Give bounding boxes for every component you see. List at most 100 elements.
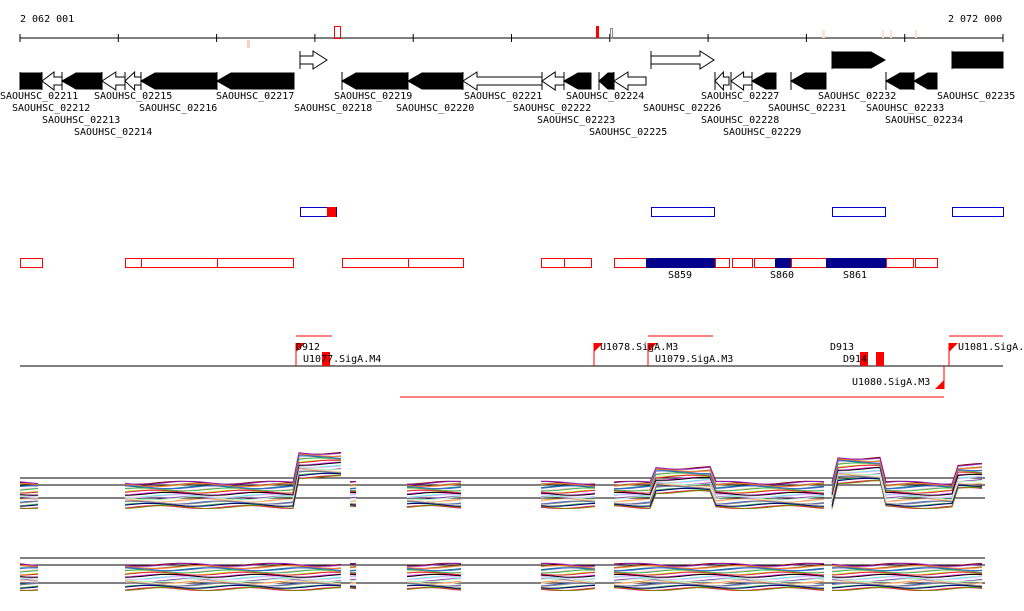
expression-trace	[19, 487, 39, 491]
promoter-label[interactable]: D913	[830, 342, 855, 353]
gene-arrow[interactable]	[299, 50, 328, 70]
expression-trace	[831, 571, 983, 576]
gene-label[interactable]: SAOUHSC_02229	[723, 127, 802, 138]
gene-arrow[interactable]	[750, 72, 777, 90]
expression-trace	[349, 579, 357, 582]
expression-trace	[19, 504, 39, 507]
expression-trace	[831, 587, 983, 592]
gene-label[interactable]: SAOUHSC_02216	[139, 103, 218, 114]
gene-arrow[interactable]	[598, 72, 615, 90]
gene-label[interactable]: SAOUHSC_02223	[537, 115, 616, 126]
promoter-label[interactable]: U1079.SigA.M3	[655, 354, 734, 365]
gene-arrow[interactable]	[831, 51, 887, 69]
expression-trace	[540, 505, 596, 509]
gene-label[interactable]: SAOUHSC_02234	[885, 115, 964, 126]
segment-filled[interactable]	[775, 258, 791, 268]
gene-label[interactable]: SAOUHSC_02225	[589, 127, 668, 138]
expression-trace	[831, 567, 983, 572]
expression-trace	[349, 496, 357, 499]
gene-arrow[interactable]	[340, 72, 409, 90]
promoter-label[interactable]: D914	[843, 354, 868, 365]
gene-arrow[interactable]	[541, 71, 565, 91]
gene-arrow[interactable]	[139, 72, 218, 90]
gene-label[interactable]: SAOUHSC_02220	[396, 103, 475, 114]
gene-arrow[interactable]	[562, 72, 592, 90]
gene-arrow[interactable]	[730, 71, 753, 91]
gene-label[interactable]: SAOUHSC_02217	[216, 91, 295, 102]
terminator-mark	[322, 352, 330, 366]
gene-label[interactable]: SAOUHSC_02233	[866, 103, 945, 114]
ruler-feature-mark	[247, 40, 250, 48]
expression-trace	[406, 491, 462, 496]
gene-label[interactable]: SAOUHSC_02226	[643, 103, 722, 114]
gene-label[interactable]: SAOUHSC_02221	[464, 91, 543, 102]
expression-trace	[124, 587, 342, 591]
segment-filled[interactable]	[826, 258, 886, 268]
gene-label[interactable]: SAOUHSC_02227	[701, 91, 780, 102]
expression-trace	[124, 459, 342, 494]
expression-trace	[540, 489, 596, 494]
gene-arrow[interactable]	[884, 72, 914, 90]
promoter-label[interactable]: U1080.SigA.M3	[852, 377, 931, 388]
gene-arrow[interactable]	[60, 72, 103, 90]
expression-trace	[19, 569, 39, 572]
expression-trace	[124, 468, 342, 503]
gene-label[interactable]: SAOUHSC_02222	[513, 103, 592, 114]
gene-label[interactable]: SAOUHSC_02214	[74, 127, 153, 138]
gene-arrow[interactable]	[101, 71, 126, 91]
promoter-label[interactable]: U1078.SigA.M3	[600, 342, 679, 353]
gene-arrow[interactable]	[41, 71, 63, 91]
gene-label[interactable]: SAOUHSC_02218	[294, 103, 373, 114]
segment-box	[342, 258, 409, 268]
gene-arrow[interactable]	[462, 71, 543, 91]
gene-label[interactable]: SAOUHSC_02232	[818, 91, 897, 102]
expression-trace	[124, 453, 342, 487]
expression-trace	[613, 582, 825, 587]
gene-label[interactable]: SAOUHSC_02211	[0, 91, 79, 102]
gene-arrow[interactable]	[406, 72, 464, 90]
expression-trace	[540, 569, 596, 574]
gene-label[interactable]: SAOUHSC_02215	[94, 91, 173, 102]
gene-label[interactable]: SAOUHSC_02212	[12, 103, 91, 114]
promoter-label[interactable]: D912	[296, 342, 321, 353]
gene-label[interactable]: SAOUHSC_02213	[42, 115, 121, 126]
gene-label[interactable]: SAOUHSC_02224	[566, 91, 645, 102]
expression-trace	[406, 496, 462, 501]
gene-label[interactable]: SAOUHSC_02235	[937, 91, 1016, 102]
gene-label[interactable]: SAOUHSC_02231	[768, 103, 847, 114]
gene-arrow[interactable]	[714, 70, 730, 92]
expression-trace	[124, 580, 342, 585]
segment-label[interactable]: S861	[843, 270, 868, 281]
gene-arrow[interactable]	[650, 50, 715, 70]
gene-arrow[interactable]	[215, 72, 295, 90]
expression-trace	[831, 582, 983, 587]
expression-trace	[19, 576, 39, 578]
gene-arrow[interactable]	[124, 70, 142, 92]
segment-label[interactable]: S860	[770, 270, 795, 281]
expression-trace	[349, 587, 357, 590]
gene-label[interactable]: SAOUHSC_02228	[701, 115, 780, 126]
expression-trace	[540, 496, 596, 501]
expression-trace	[406, 573, 462, 578]
promoter-label[interactable]: U1077.SigA.M4	[303, 354, 382, 365]
expression-trace	[406, 567, 462, 572]
gene-arrow[interactable]	[951, 51, 1004, 69]
gene-label[interactable]: SAOUHSC_02219	[334, 91, 413, 102]
expression-trace	[406, 502, 462, 507]
expression-trace	[406, 581, 462, 585]
expression-trace	[19, 576, 39, 580]
gene-arrow[interactable]	[789, 72, 827, 90]
gene-arrow[interactable]	[19, 72, 43, 90]
expression-trace	[124, 472, 342, 507]
expression-trace	[613, 476, 825, 496]
gene-arrow[interactable]	[913, 72, 938, 90]
segment-filled[interactable]	[646, 258, 715, 268]
expression-trace	[19, 567, 39, 570]
expression-trace	[613, 567, 825, 572]
expression-trace	[349, 505, 357, 508]
ruler-feature-mark	[882, 30, 884, 38]
segment-label[interactable]: S859	[668, 270, 693, 281]
gene-arrow[interactable]	[613, 71, 647, 91]
promoter-label[interactable]: U1081.SigA.M3	[958, 342, 1024, 353]
